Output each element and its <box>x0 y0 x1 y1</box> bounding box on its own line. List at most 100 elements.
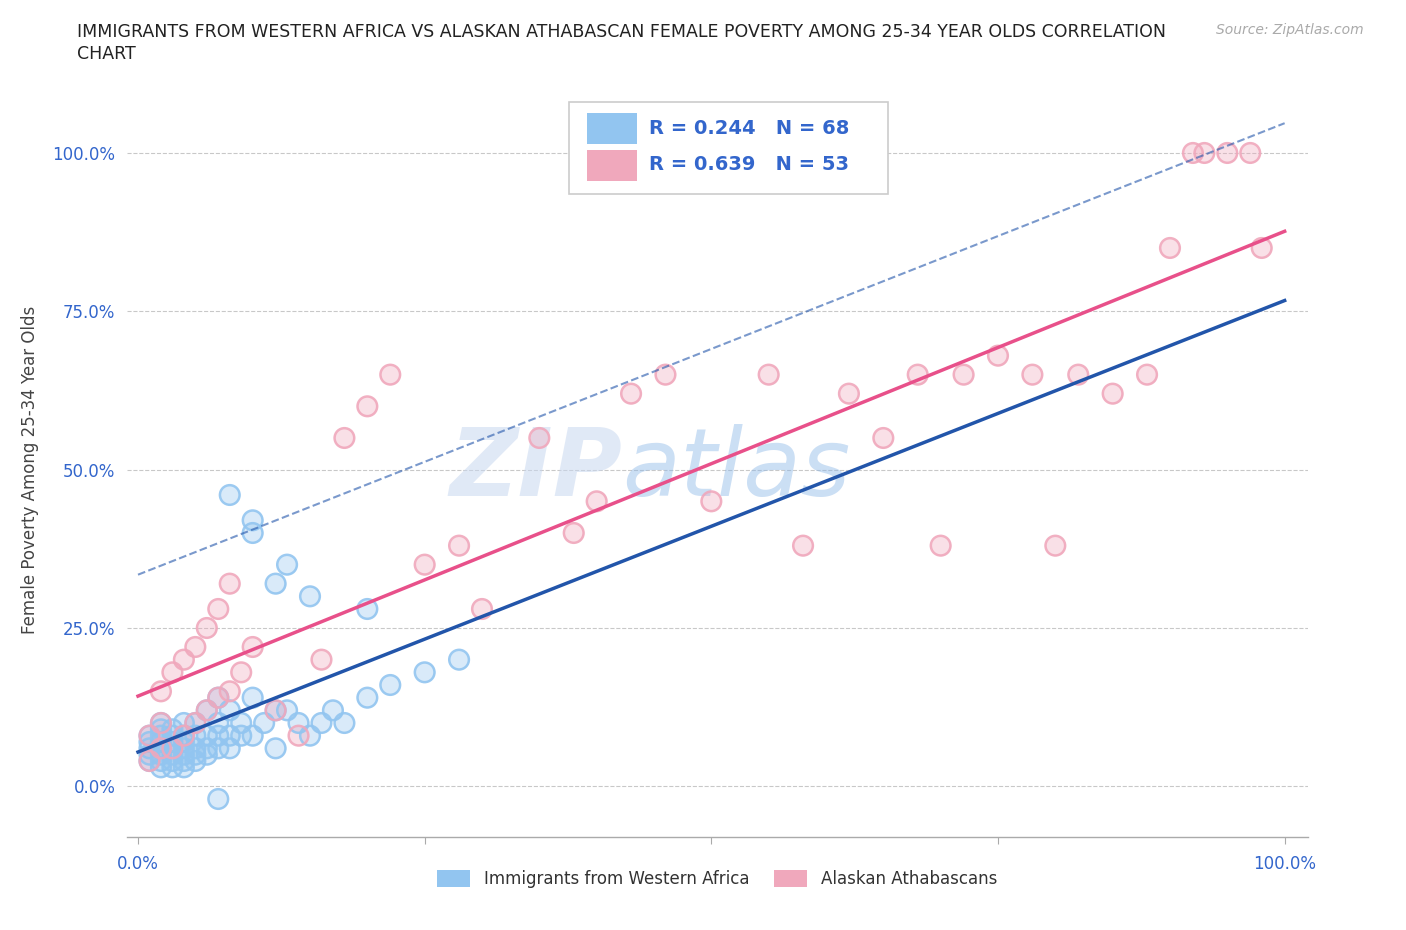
Point <box>207 602 229 617</box>
Point <box>162 741 184 756</box>
Point <box>173 728 195 743</box>
Point <box>162 747 184 762</box>
Point <box>173 753 195 768</box>
Point <box>380 678 402 693</box>
Point <box>184 715 207 730</box>
Point <box>1159 241 1181 256</box>
Point <box>700 494 723 509</box>
Point <box>792 538 814 553</box>
Point <box>242 525 264 540</box>
Point <box>298 589 321 604</box>
Point <box>264 703 287 718</box>
Point <box>333 431 356 445</box>
Point <box>838 386 860 401</box>
Point <box>149 741 172 756</box>
Point <box>149 747 172 762</box>
Point <box>184 753 207 768</box>
Point <box>195 703 218 718</box>
Point <box>987 348 1010 363</box>
Point <box>138 728 160 743</box>
Point <box>413 665 436 680</box>
Point <box>1194 145 1216 160</box>
Point <box>138 728 160 743</box>
Point <box>149 715 172 730</box>
Point <box>162 760 184 775</box>
Point <box>276 703 298 718</box>
FancyBboxPatch shape <box>569 102 889 194</box>
Point <box>1067 367 1090 382</box>
Point <box>231 715 253 730</box>
Point <box>184 640 207 655</box>
Point <box>218 577 240 591</box>
Point <box>173 735 195 750</box>
Point <box>162 753 184 768</box>
Point <box>149 741 172 756</box>
Point <box>184 747 207 762</box>
Point <box>218 741 240 756</box>
Point <box>253 715 276 730</box>
Point <box>195 747 218 762</box>
Point <box>218 703 240 718</box>
Point <box>218 577 240 591</box>
Point <box>218 703 240 718</box>
Point <box>162 753 184 768</box>
Point <box>184 715 207 730</box>
Point <box>242 690 264 705</box>
Point <box>173 747 195 762</box>
Point <box>149 715 172 730</box>
Point <box>562 525 585 540</box>
Point <box>952 367 974 382</box>
Point <box>173 715 195 730</box>
Text: IMMIGRANTS FROM WESTERN AFRICA VS ALASKAN ATHABASCAN FEMALE POVERTY AMONG 25-34 : IMMIGRANTS FROM WESTERN AFRICA VS ALASKA… <box>77 23 1167 41</box>
Point <box>929 538 952 553</box>
Point <box>218 728 240 743</box>
Point <box>195 728 218 743</box>
Point <box>242 640 264 655</box>
Point <box>264 703 287 718</box>
Point <box>173 652 195 667</box>
Point <box>356 399 378 414</box>
Point <box>149 684 172 698</box>
Point <box>138 753 160 768</box>
Point <box>184 741 207 756</box>
Point <box>242 640 264 655</box>
Point <box>195 741 218 756</box>
Point <box>207 690 229 705</box>
FancyBboxPatch shape <box>588 113 637 144</box>
Point <box>298 589 321 604</box>
Point <box>333 431 356 445</box>
Point <box>333 715 356 730</box>
Point <box>149 684 172 698</box>
Point <box>1136 367 1159 382</box>
Point <box>207 715 229 730</box>
Point <box>149 722 172 737</box>
Point <box>184 715 207 730</box>
Point <box>529 431 551 445</box>
Point <box>184 753 207 768</box>
Point <box>138 728 160 743</box>
Point <box>149 747 172 762</box>
Point <box>149 753 172 768</box>
Point <box>138 753 160 768</box>
Point <box>264 741 287 756</box>
Text: R = 0.244   N = 68: R = 0.244 N = 68 <box>648 118 849 138</box>
Point <box>311 652 333 667</box>
Point <box>218 487 240 502</box>
Point <box>162 722 184 737</box>
Point <box>1181 145 1204 160</box>
Point <box>952 367 974 382</box>
Point <box>138 741 160 756</box>
Point <box>173 747 195 762</box>
Text: Source: ZipAtlas.com: Source: ZipAtlas.com <box>1216 23 1364 37</box>
Point <box>287 728 309 743</box>
Point <box>195 728 218 743</box>
Point <box>173 753 195 768</box>
Point <box>162 722 184 737</box>
Point <box>242 525 264 540</box>
Text: R = 0.639   N = 53: R = 0.639 N = 53 <box>648 155 849 174</box>
Point <box>173 728 195 743</box>
Point <box>195 620 218 635</box>
Point <box>449 538 471 553</box>
Point <box>264 577 287 591</box>
Point <box>322 703 344 718</box>
